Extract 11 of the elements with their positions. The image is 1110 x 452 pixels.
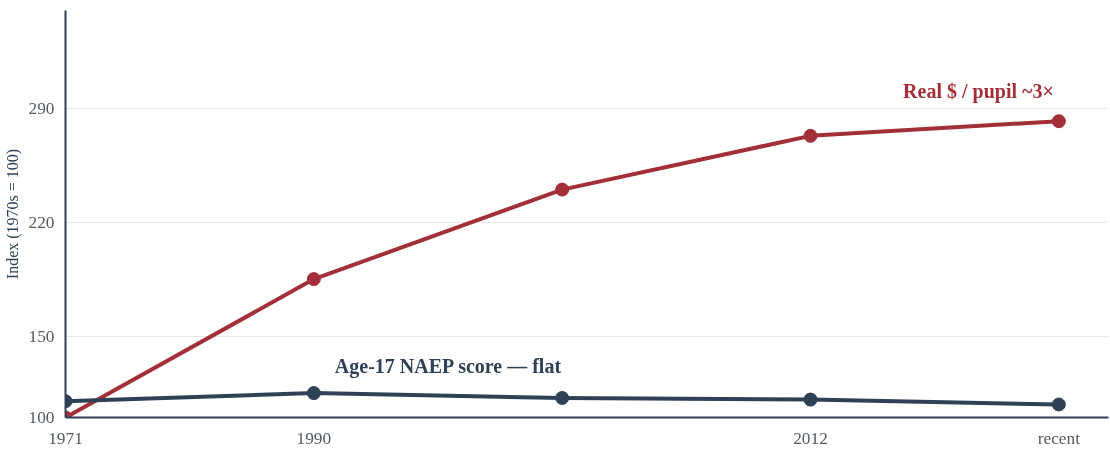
y-tick-label: 290 bbox=[28, 98, 55, 118]
y-axis-title: Index (1970s = 100) bbox=[3, 148, 22, 280]
series-label: Age-17 NAEP score — flat bbox=[334, 354, 562, 378]
x-tick-label: recent bbox=[1037, 428, 1081, 448]
series-label: Real $ / pupil ~3× bbox=[903, 79, 1054, 103]
y-tick-label: 220 bbox=[28, 212, 55, 232]
x-tick-label: 2012 bbox=[793, 428, 828, 448]
y-tick-label: 150 bbox=[28, 326, 55, 346]
x-tick-label: 1971 bbox=[48, 428, 83, 448]
x-tick-label: 1990 bbox=[296, 428, 332, 448]
y-tick-label: 100 bbox=[28, 408, 55, 427]
